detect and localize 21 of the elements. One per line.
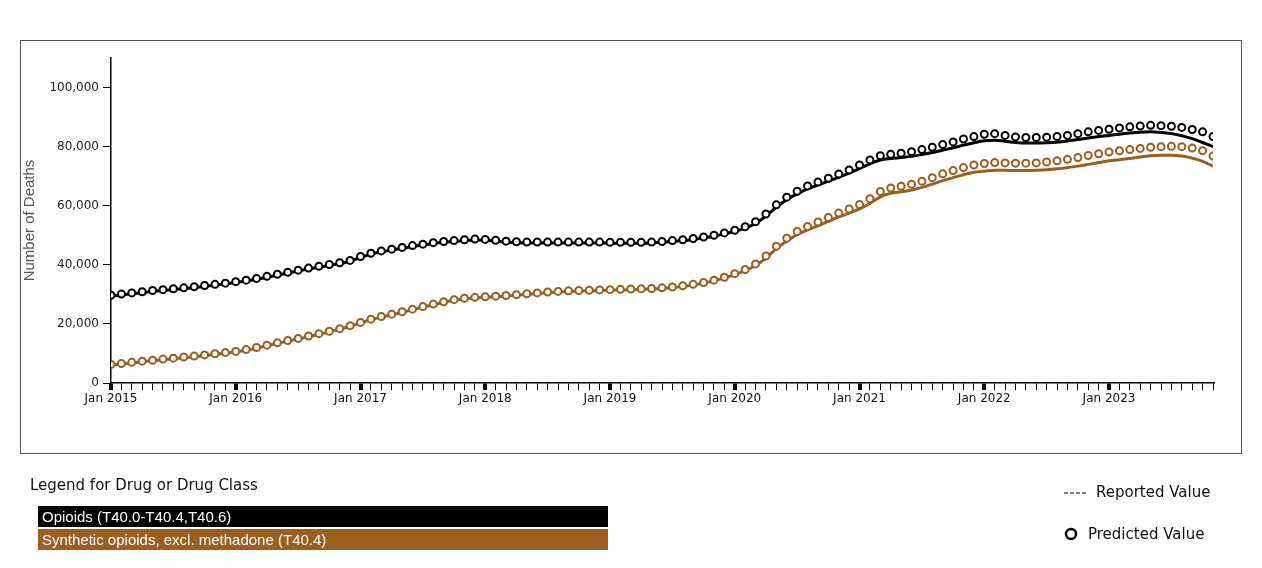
text: Predicted Value [1088,525,1205,543]
legend-title: Legend for Drug or Drug Class [30,476,259,494]
y-tick-label: 20,000 [57,316,99,331]
y-tick-label: 0 [91,375,99,390]
x-tick-label: Jan 2022 [956,391,1011,406]
x-tick-label: Jan 2017 [333,391,387,406]
text: Synthetic opioids, excl. methadone (T40.4) [38,529,608,550]
x-tick-label: Jan 2019 [582,391,637,406]
text: Reported Value [1096,483,1211,501]
y-axis-title: Number of Deaths [20,159,38,282]
text: Opioids (T40.0-T40.4,T40.6) [38,506,608,527]
y-tick-label: 100,000 [49,79,99,94]
y-tick-label: 80,000 [57,138,99,153]
x-tick-label: Jan 2016 [208,391,263,406]
x-tick-label: Jan 2018 [457,391,512,406]
x-tick-label: Jan 2021 [832,391,886,406]
y-tick-label: 40,000 [57,256,99,271]
x-tick-label: Jan 2023 [1081,391,1136,406]
x-tick-label: Jan 2020 [707,391,762,406]
x-tick-label: Jan 2015 [83,391,138,406]
y-tick-label: 60,000 [57,197,99,212]
